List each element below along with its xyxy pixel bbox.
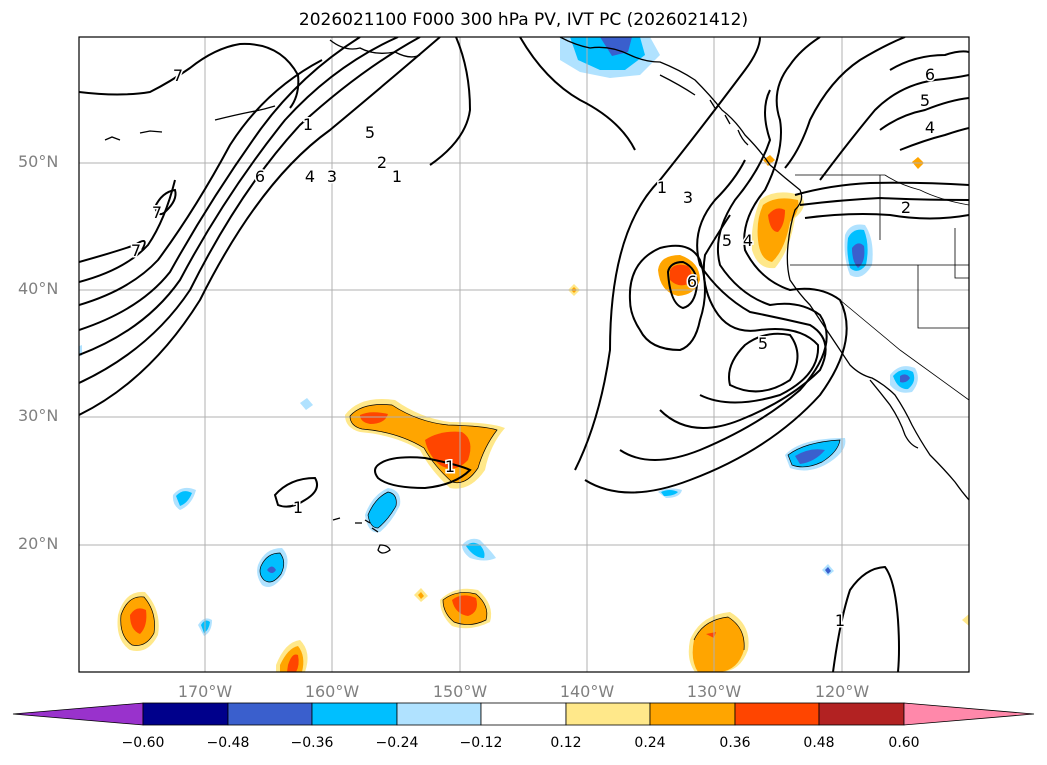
coastlines <box>104 37 969 554</box>
contour-label: 5 <box>920 91 930 110</box>
contour-label: 1 <box>293 498 303 517</box>
colorbar-tick: −0.12 <box>459 735 503 751</box>
contour-label: 6 <box>255 167 265 186</box>
colorbar-tick: 0.12 <box>550 735 582 751</box>
pv-contours <box>79 37 969 672</box>
colorbar-tick: −0.60 <box>121 735 165 751</box>
colorbar-extend-min <box>12 702 144 726</box>
lon-label-170w: 170°W <box>177 682 233 701</box>
colorbar-tick: −0.24 <box>375 735 419 751</box>
state-borders <box>790 174 969 401</box>
contour-label: 4 <box>925 118 935 137</box>
contour-label: 2 <box>377 153 387 172</box>
lon-label-150w: 150°W <box>432 682 488 701</box>
lon-label-130w: 130°W <box>686 682 742 701</box>
colorbar-extend-max <box>903 702 1035 726</box>
pv-anomaly-shading <box>79 37 969 672</box>
lon-label-160w: 160°W <box>304 682 360 701</box>
contour-label-group: 7 7 7 5 6 4 3 2 1 1 1 1 3 5 4 5 6 2 5 6 … <box>129 64 936 632</box>
graticule <box>79 37 969 672</box>
contour-label: 5 <box>365 123 375 142</box>
contour-label: 1 <box>303 115 313 134</box>
contour-label: 7 <box>131 241 141 260</box>
lat-label-20n: 20°N <box>18 534 59 553</box>
contour-label: 5 <box>758 334 768 353</box>
contour-label: 7 <box>152 203 162 222</box>
contour-label: 6 <box>687 272 697 291</box>
map-background <box>79 37 969 672</box>
map-title: 2026021100 F000 300 hPa PV, IVT PC (2026… <box>298 10 749 30</box>
colorbar <box>12 702 1035 726</box>
anomaly-outlines <box>120 404 841 651</box>
contour-label: 3 <box>683 188 693 207</box>
colorbar-tick: −0.36 <box>290 735 334 751</box>
lat-label-30n: 30°N <box>18 406 59 425</box>
lon-label-140w: 140°W <box>559 682 615 701</box>
contour-label: 1 <box>835 611 845 630</box>
lon-label-120w: 120°W <box>814 682 870 701</box>
colorbar-tick: 0.60 <box>888 735 920 751</box>
contour-label: 1 <box>392 167 402 186</box>
contour-label: 1 <box>445 457 455 476</box>
contour-label: 2 <box>901 198 911 217</box>
colorbar-tick: 0.24 <box>634 735 666 751</box>
contour-label: 7 <box>173 66 183 85</box>
contour-label: 6 <box>925 65 935 84</box>
colorbar-tick: −0.48 <box>206 735 250 751</box>
map-frame <box>78 36 970 673</box>
colorbar-tick: 0.36 <box>719 735 751 751</box>
colorbar-tick: 0.48 <box>803 735 835 751</box>
contour-label: 4 <box>743 231 753 250</box>
contour-label: 1 <box>657 178 667 197</box>
lat-label-40n: 40°N <box>18 279 59 298</box>
contour-label: 5 <box>722 231 732 250</box>
contour-label: 3 <box>327 167 337 186</box>
contour-label: 4 <box>305 167 315 186</box>
lat-label-50n: 50°N <box>18 152 59 171</box>
